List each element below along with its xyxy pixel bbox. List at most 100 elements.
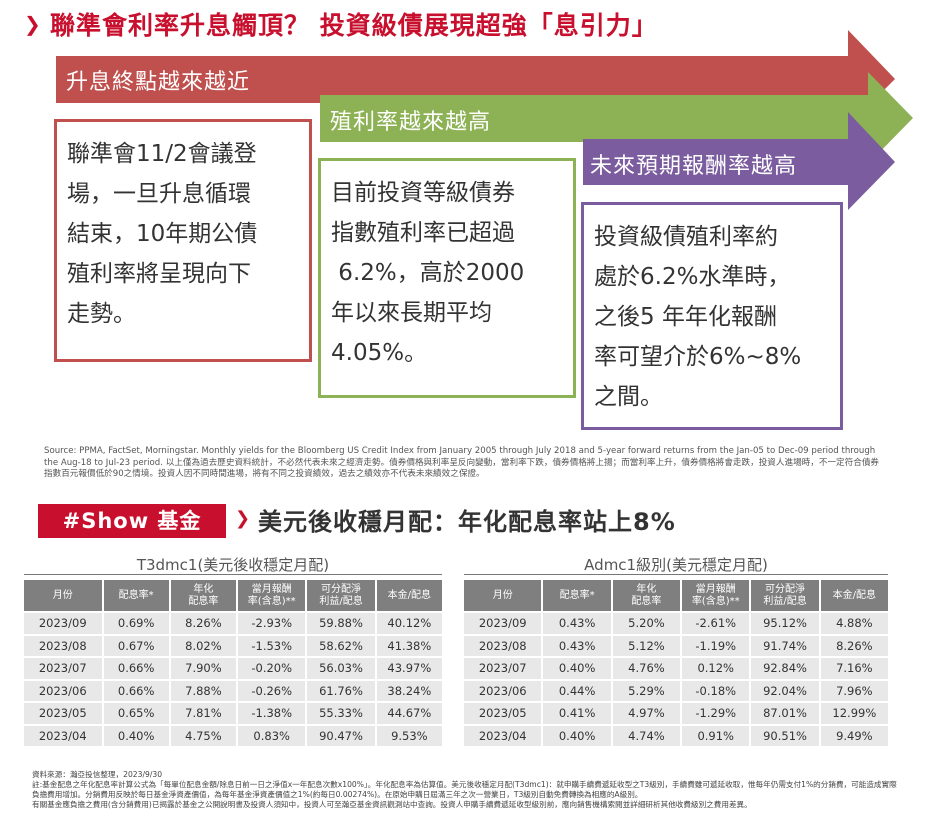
table-cell: -0.26% <box>238 680 306 701</box>
table-cell: 43.97% <box>376 658 442 679</box>
table-cell: 7.81% <box>170 703 237 724</box>
table-cell: 95.12% <box>751 613 819 634</box>
table-cell: -1.19% <box>682 635 750 656</box>
table-cell: 0.43% <box>543 613 611 634</box>
page-headline: 聯準會利率升息觸頂？ 投資級債展現超強「息引力」 <box>50 11 658 40</box>
table-cell: 92.84% <box>751 658 819 679</box>
column-header: 年化 配息率 <box>612 580 681 611</box>
panel-line: 處於6.2%水準時， <box>594 264 791 290</box>
table-cell: -2.61% <box>682 613 750 634</box>
table-cell: 2023/08 <box>464 635 542 656</box>
panel-line: 場，一旦升息循環 <box>67 181 251 207</box>
table-cell: 0.40% <box>543 658 611 679</box>
table-cell: 0.83% <box>238 725 306 746</box>
table-cell: 0.44% <box>543 680 611 701</box>
panel-line: 4.05%。 <box>331 340 428 366</box>
table-cell: 0.67% <box>103 635 169 656</box>
table-cell: 41.38% <box>376 635 442 656</box>
table-cell: 92.04% <box>751 680 819 701</box>
table-cell: 87.01% <box>751 703 819 724</box>
table-cell: 4.88% <box>820 613 888 634</box>
table-cell: 56.03% <box>307 658 375 679</box>
table-2: 月份 配息率* 年化 配息率 當月報酬 率(含息)** 可分配淨 利益/配息 本金/配息 … <box>462 578 890 748</box>
table-cell: 7.90% <box>170 658 237 679</box>
panel-line: 指數殖利率已超過 <box>331 220 515 246</box>
footnote-line: 註:基金配息之年化配息率計算公式為「每單位配息金額/除息日前一日之淨值x一年配息… <box>32 780 897 799</box>
panel-line: 年以來長期平均 <box>331 300 492 326</box>
table-row: 2023/04 0.40% 4.74% 0.91% 90.51% 9.49% <box>464 725 888 746</box>
table-cell: 2023/04 <box>464 725 542 746</box>
table-cell: 9.53% <box>376 725 442 746</box>
table-header-row: 月份 配息率* 年化 配息率 當月報酬 率(含息)** 可分配淨 利益/配息 本金/配息 <box>464 580 888 611</box>
table-cell: 0.41% <box>543 703 611 724</box>
table-row: 2023/08 0.43% 5.12% -1.19% 91.74% 8.26% <box>464 635 888 656</box>
column-header: 本金/配息 <box>376 580 442 611</box>
table-cell: 2023/07 <box>24 658 102 679</box>
table-cell: 8.02% <box>170 635 237 656</box>
table-cell: 7.96% <box>820 680 888 701</box>
table-cell: -0.20% <box>238 658 306 679</box>
table-cell: 2023/07 <box>464 658 542 679</box>
panel-line: 走勢。 <box>67 301 136 327</box>
table-cell: 7.16% <box>820 658 888 679</box>
table-cell: 2023/06 <box>24 680 102 701</box>
table-cell: -0.18% <box>682 680 750 701</box>
panel-line: 結束，10年期公債 <box>67 221 258 247</box>
show-fund-title: 美元後收穩月配：年化配息率站上8% <box>258 508 676 536</box>
table-cell: 61.76% <box>307 680 375 701</box>
table-cell: 5.29% <box>612 680 681 701</box>
table-row: 2023/07 0.40% 4.76% 0.12% 92.84% 7.16% <box>464 658 888 679</box>
table-row: 2023/07 0.66% 7.90% -0.20% 56.03% 43.97% <box>24 658 442 679</box>
table-cell: 0.40% <box>103 725 169 746</box>
table-cell: 90.47% <box>307 725 375 746</box>
table-cell: 9.49% <box>820 725 888 746</box>
panel-line: 6.2%，高於2000 <box>331 260 525 286</box>
table-cell: 90.51% <box>751 725 819 746</box>
table-row: 2023/08 0.67% 8.02% -1.53% 58.62% 41.38% <box>24 635 442 656</box>
table-cell: 5.12% <box>612 635 681 656</box>
table-1-title: T3dmc1(美元後收穩定月配) <box>136 556 330 574</box>
panel-1-box: 聯準會11/2會議登 場，一旦升息循環 結束，10年期公債 殖利率將呈現向下 走… <box>54 119 312 362</box>
table-cell: 0.40% <box>543 725 611 746</box>
table-2-divider <box>464 574 888 575</box>
panel-1-title: 升息終點越來越近 <box>66 70 251 95</box>
column-header: 當月報酬 率(含息)** <box>238 580 306 611</box>
table-cell: 0.65% <box>103 703 169 724</box>
panel-line: 率可望介於6%~8% <box>594 344 802 370</box>
table-row: 2023/04 0.40% 4.75% 0.83% 90.47% 9.53% <box>24 725 442 746</box>
column-header: 年化 配息率 <box>170 580 237 611</box>
table-cell: 5.20% <box>612 613 681 634</box>
table-cell: -2.93% <box>238 613 306 634</box>
table-row: 2023/06 0.44% 5.29% -0.18% 92.04% 7.96% <box>464 680 888 701</box>
table-cell: 2023/09 <box>24 613 102 634</box>
table-1-divider <box>24 574 442 575</box>
table-cell: 44.67% <box>376 703 442 724</box>
table-cell: 0.66% <box>103 680 169 701</box>
panel-2-title: 殖利率越來越高 <box>330 110 492 135</box>
table-cell: 2023/05 <box>464 703 542 724</box>
panel-line: 之間。 <box>594 384 663 410</box>
table-cell: -1.53% <box>238 635 306 656</box>
table-cell: 4.74% <box>612 725 681 746</box>
table-cell: 2023/06 <box>464 680 542 701</box>
footnote: 資料來源：瀚亞投信整理，2023/9/30 註:基金配息之年化配息率計算公式為「… <box>32 770 902 810</box>
panel-2-box: 目前投資等級債券 指數殖利率已超過 6.2%，高於2000 年以來長期平均 4.… <box>318 158 576 398</box>
panel-line: 目前投資等級債券 <box>331 180 515 206</box>
table-cell: -1.29% <box>682 703 750 724</box>
table-2-title: Admc1級別(美元穩定月配) <box>584 556 768 574</box>
table-cell: 7.88% <box>170 680 237 701</box>
column-header: 月份 <box>464 580 542 611</box>
show-fund-tag: #Show 基金 <box>38 504 226 538</box>
panel-line: 之後5 年年化報酬 <box>594 304 777 330</box>
table-1: 月份 配息率* 年化 配息率 當月報酬 率(含息)** 可分配淨 利益/配息 本金/配息 … <box>22 578 444 748</box>
table-cell: 4.76% <box>612 658 681 679</box>
table-row: 2023/06 0.66% 7.88% -0.26% 61.76% 38.24% <box>24 680 442 701</box>
panel-line: 投資級債殖利率約 <box>594 224 778 250</box>
column-header: 當月報酬 率(含息)** <box>682 580 750 611</box>
table-cell: 8.26% <box>820 635 888 656</box>
table-cell: 0.91% <box>682 725 750 746</box>
table-cell: 0.66% <box>103 658 169 679</box>
column-header: 配息率* <box>103 580 169 611</box>
panel-line: 殖利率將呈現向下 <box>67 261 251 287</box>
table-cell: -1.38% <box>238 703 306 724</box>
